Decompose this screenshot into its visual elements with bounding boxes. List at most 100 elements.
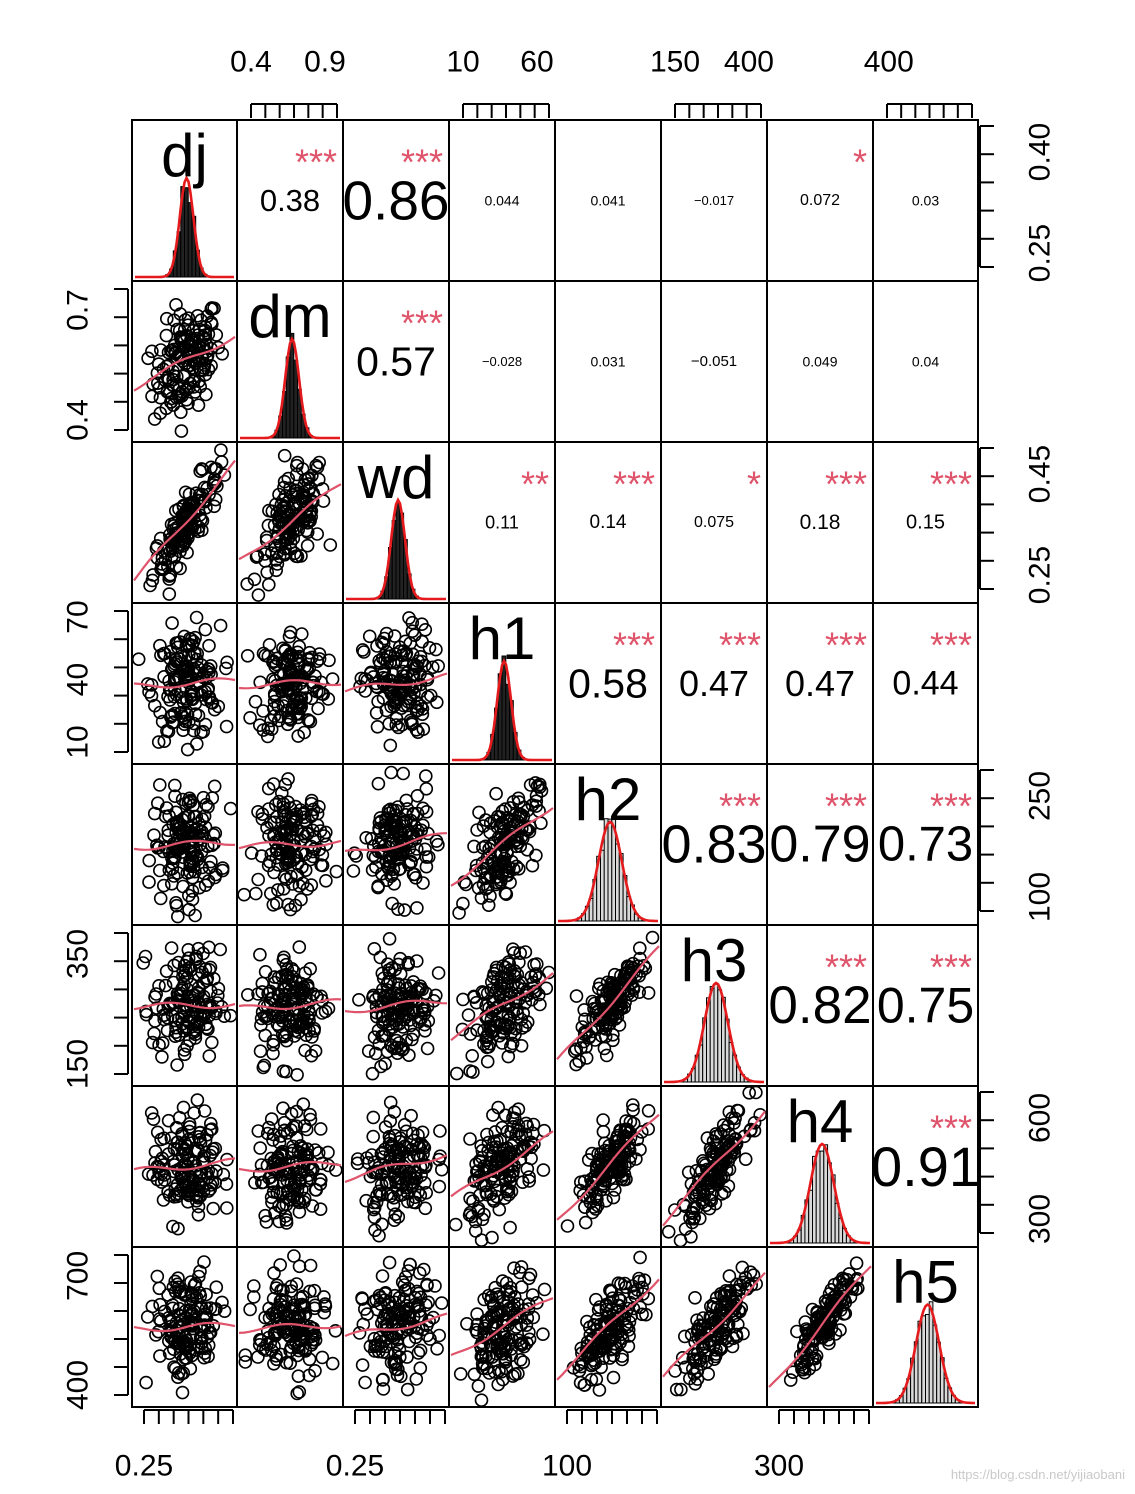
data-point [485,1003,500,1018]
data-point [254,1175,269,1190]
data-point [308,1364,322,1378]
data-point [709,1127,723,1141]
data-point [170,1058,184,1072]
data-point [289,549,303,564]
data-point [168,683,182,697]
tick-label: 300 [754,1450,804,1483]
data-point [207,702,222,717]
data-point [729,1327,744,1342]
data-point [467,839,481,854]
data-point [715,1158,730,1172]
data-point [177,1047,192,1062]
data-point [156,1193,171,1207]
data-point [168,778,182,793]
histogram-bar [184,187,189,278]
data-point [417,1176,432,1190]
data-point [838,1306,853,1321]
data-point [321,1145,335,1160]
data-point [140,1310,155,1324]
data-point [362,629,377,644]
variable-label-dm: dm [248,283,331,350]
data-point [244,846,259,860]
data-point [201,1338,216,1353]
scatter-points [352,1255,449,1397]
data-point [328,1324,343,1338]
data-point [419,804,434,819]
data-point [312,647,327,661]
data-point [279,957,294,972]
data-point [379,626,394,641]
data-point [277,1315,292,1329]
data-point [281,518,296,532]
data-point [625,1279,640,1293]
data-point [493,875,508,889]
data-point [396,1187,410,1202]
data-point [279,516,294,530]
tick-label: 0.9 [304,46,346,79]
scatter-points [131,610,234,757]
data-point [410,696,425,711]
data-point [489,786,503,801]
correlation-value: 0.58 [568,661,648,707]
data-point [199,1017,213,1032]
significance-stars: *** [719,624,761,665]
data-point [223,801,238,816]
data-point [168,789,182,804]
data-point [601,1144,616,1159]
data-point [850,1281,865,1296]
tick-label: 100 [1024,872,1057,922]
data-point [510,1144,524,1159]
data-point [183,631,197,646]
data-point [188,630,202,645]
data-point [303,1258,318,1273]
tick-label: 700 [62,1251,95,1301]
data-point [205,301,219,316]
data-point [198,1133,213,1148]
data-point [173,561,187,576]
scatter-points [139,1255,232,1400]
data-point [308,830,322,845]
data-point [163,567,178,582]
data-point [593,1327,608,1341]
data-point [153,638,167,653]
data-point [389,808,403,823]
data-point [308,1183,323,1197]
smooth-line [344,1312,448,1338]
data-point [583,1195,598,1210]
data-point [508,969,523,984]
data-point [398,1270,413,1284]
data-point [217,1304,232,1318]
data-point [181,318,195,333]
data-point [281,684,296,698]
data-point [589,1158,604,1173]
data-point [276,1101,290,1115]
tick-label: 400 [864,46,914,79]
data-point [176,330,190,345]
data-point [400,1382,415,1397]
data-point [403,1170,418,1185]
data-point [202,1049,217,1063]
data-point [165,876,179,891]
data-point [498,1352,513,1366]
data-point [512,955,526,970]
tick-label: 400 [62,1360,95,1410]
data-point [281,772,295,786]
data-point [514,1260,529,1274]
data-point [397,1278,412,1292]
data-point [678,1360,693,1375]
data-point [251,1124,266,1138]
data-point [269,553,283,567]
data-point [275,815,289,829]
data-point [144,1106,159,1120]
data-point [409,842,424,856]
data-point [184,963,198,977]
correlation-value: 0.049 [802,354,837,370]
data-point [832,1275,847,1290]
data-point [173,1183,188,1198]
data-point [377,675,392,689]
data-point [179,1287,193,1302]
data-point [264,815,278,830]
data-point [495,1372,510,1387]
data-point [596,1113,610,1127]
data-point [611,1298,626,1313]
